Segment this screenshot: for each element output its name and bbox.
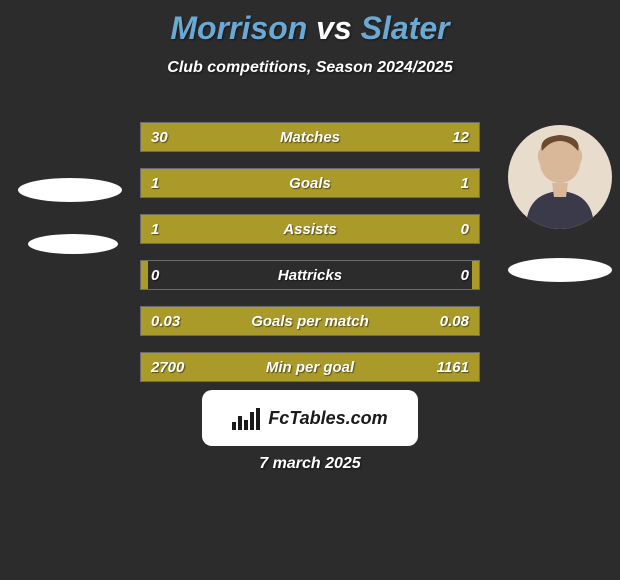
stat-row: 27001161Min per goal [140,352,480,382]
bar-value-right: 0 [461,267,469,284]
bars-icon [232,406,260,430]
stat-row: 0 0Hattricks [140,260,480,290]
bar-label: Hattricks [141,267,479,284]
bar-left-fill [141,123,381,151]
bar-value-right: 0 [461,221,469,238]
stat-bars: 3012Matches11Goals10Assists00Hattricks0.… [140,122,480,398]
bar-value-right: 12 [452,129,469,146]
bar-value-left: 0.03 [151,313,180,330]
bar-left-fill [141,261,148,289]
stat-row: 10Assists [140,214,480,244]
date-label: 7 march 2025 [0,455,620,473]
subtitle: Club competitions, Season 2024/2025 [0,59,620,77]
bar-left-fill [141,215,476,243]
page-title: Morrison vs Slater [0,10,620,47]
bar-value-left: 1 [151,221,159,238]
bar-value-right: 0.08 [440,313,469,330]
avatar-shadow-left-2 [28,234,118,254]
player2-avatar [508,125,612,229]
bar-right-fill [476,215,479,243]
bar-right-fill [472,261,479,289]
avatar-shadow-left [18,178,122,202]
stat-row: 11Goals [140,168,480,198]
bar-value-right: 1 [461,175,469,192]
title-vs: vs [307,10,360,46]
bar-right-fill [310,169,479,197]
stat-row: 0.030.08Goals per match [140,306,480,336]
person-icon [508,125,612,229]
bar-value-left: 30 [151,129,168,146]
avatar-photo-right [508,125,612,229]
comparison-infographic: Morrison vs Slater Club competitions, Se… [0,0,620,580]
bar-left-fill [141,169,310,197]
bar-value-right: 1161 [437,359,469,376]
avatar-shadow-right [508,258,612,282]
title-player2: Slater [361,10,450,46]
bar-value-left: 1 [151,175,159,192]
source-logo: FcTables.com [202,390,418,446]
bar-value-left: 2700 [151,359,184,376]
stat-row: 3012Matches [140,122,480,152]
bar-value-left: 0 [151,267,159,284]
title-player1: Morrison [170,10,307,46]
logo-text: FcTables.com [268,408,387,429]
